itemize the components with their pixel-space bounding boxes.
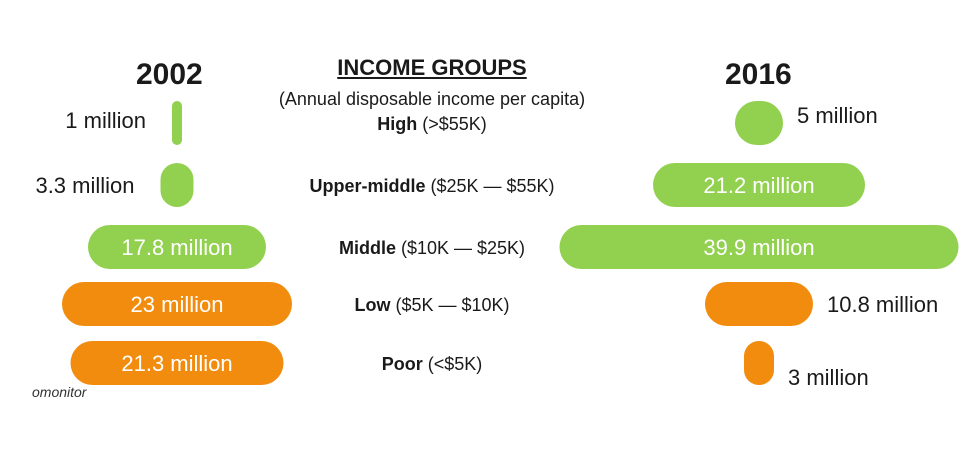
value-label-2016-low: 10.8 million [827,292,938,317]
bar-2002-middle [88,225,266,269]
value-label-2002-middle: 17.8 million [121,235,232,260]
category-label-low: Low ($5K — $10K) [354,295,509,315]
category-label-upper-middle: Upper-middle ($25K — $55K) [309,176,554,196]
bar-2002-low [62,282,292,326]
chart-subtitle: (Annual disposable income per capita) [278,89,586,109]
year-2002-label: 2002 [136,58,203,91]
bar-2002-high [172,101,182,145]
bar-2016-middle [559,225,959,269]
category-label-high: High (>$55K) [377,114,487,134]
value-label-2016-high: 5 million [797,103,878,128]
value-label-2002-upper-middle: 3.3 million [35,173,134,198]
category-label-poor: Poor (<$5K) [382,354,483,374]
year-2016-label: 2016 [725,58,792,91]
value-label-2016-upper-middle: 21.2 million [703,173,814,198]
bar-2002-upper-middle [160,163,194,207]
bar-2016-low [705,282,813,326]
value-label-2002-high: 1 million [65,108,146,133]
bar-2016-high [735,101,783,145]
category-label-middle: Middle ($10K — $25K) [339,238,525,258]
value-label-2016-poor: 3 million [788,365,869,390]
source-label: omonitor [32,384,87,400]
bar-2016-upper-middle [653,163,865,207]
chart-title: INCOME GROUPS [337,55,527,80]
value-label-2016-middle: 39.9 million [703,235,814,260]
value-label-2002-poor: 21.3 million [121,351,232,376]
value-label-2002-low: 23 million [131,292,224,317]
bar-2002-poor [70,341,284,385]
bar-2016-poor [744,341,774,385]
